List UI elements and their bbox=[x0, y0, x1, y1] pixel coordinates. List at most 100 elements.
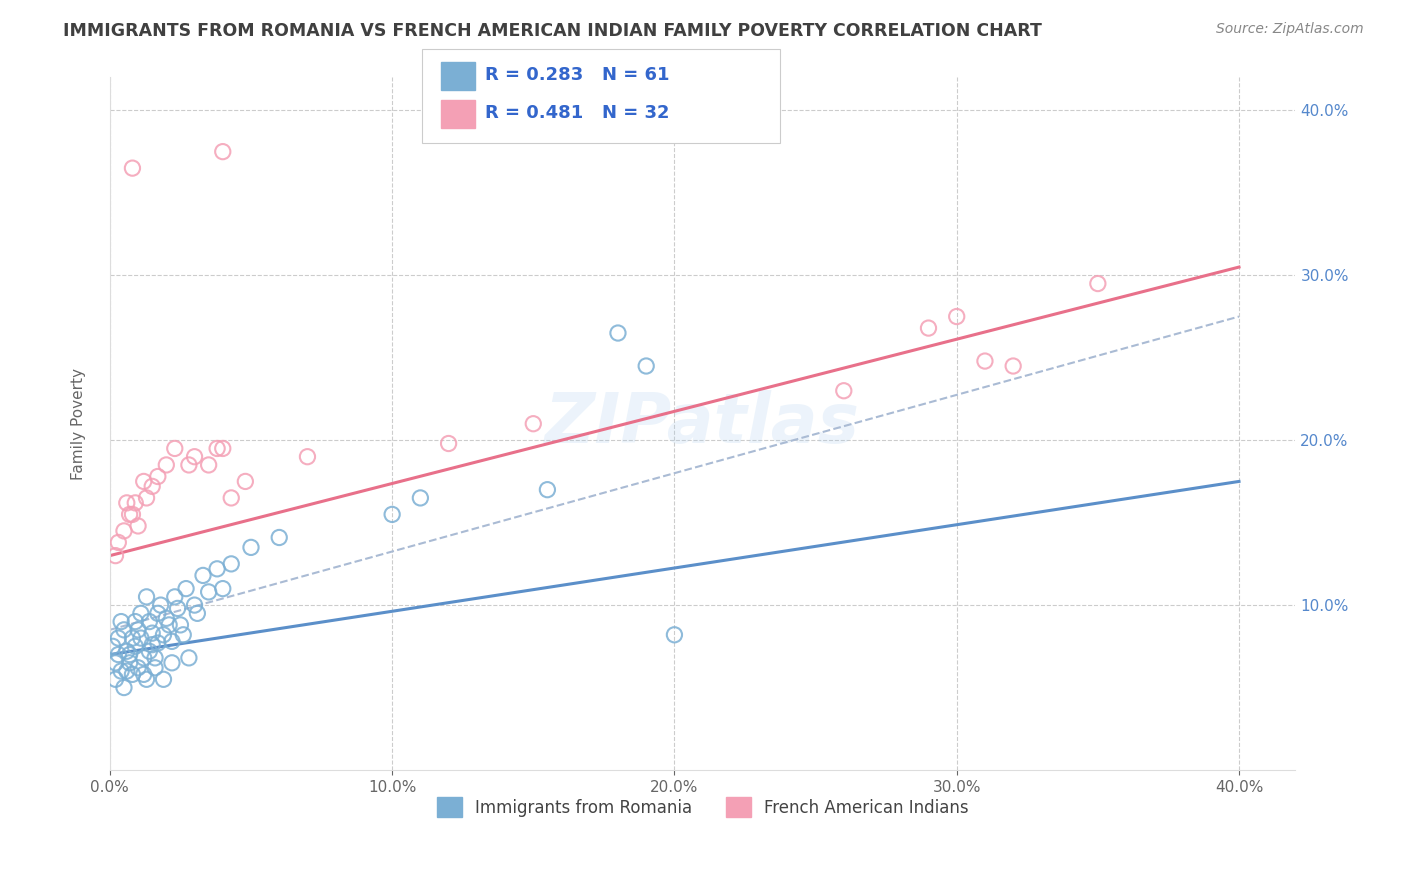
Point bbox=[152, 628, 174, 642]
Point bbox=[127, 519, 149, 533]
Point bbox=[409, 491, 432, 505]
Point bbox=[219, 557, 242, 571]
Point bbox=[110, 664, 132, 678]
Point bbox=[138, 615, 160, 629]
Point bbox=[141, 638, 163, 652]
Point bbox=[127, 661, 149, 675]
Legend: Immigrants from Romania, French American Indians: Immigrants from Romania, French American… bbox=[430, 790, 976, 824]
Point bbox=[169, 618, 191, 632]
Point bbox=[163, 590, 186, 604]
Point bbox=[124, 615, 146, 629]
Point bbox=[121, 631, 143, 645]
Point bbox=[146, 469, 169, 483]
Point bbox=[104, 549, 127, 563]
Point bbox=[149, 598, 172, 612]
Point bbox=[183, 598, 205, 612]
Point bbox=[101, 640, 124, 654]
Point bbox=[945, 310, 967, 324]
Point bbox=[107, 631, 129, 645]
Point bbox=[115, 664, 138, 678]
Point bbox=[129, 631, 152, 645]
Point bbox=[205, 562, 228, 576]
Point bbox=[129, 607, 152, 621]
Point bbox=[664, 628, 686, 642]
Point bbox=[157, 618, 180, 632]
Point bbox=[124, 496, 146, 510]
Point bbox=[110, 615, 132, 629]
Point bbox=[832, 384, 855, 398]
Point bbox=[146, 636, 169, 650]
Point bbox=[112, 524, 135, 538]
Point bbox=[636, 359, 658, 373]
Point bbox=[155, 611, 177, 625]
Point bbox=[1002, 359, 1025, 373]
Point bbox=[183, 450, 205, 464]
Text: R = 0.283   N = 61: R = 0.283 N = 61 bbox=[485, 66, 669, 84]
Point bbox=[197, 585, 219, 599]
Point bbox=[138, 644, 160, 658]
Point bbox=[974, 354, 997, 368]
Point bbox=[118, 508, 141, 522]
Point bbox=[1087, 277, 1109, 291]
Point bbox=[917, 321, 939, 335]
Point bbox=[135, 590, 157, 604]
Point bbox=[172, 628, 194, 642]
Point bbox=[437, 436, 460, 450]
Point bbox=[112, 681, 135, 695]
Point bbox=[205, 442, 228, 456]
Point bbox=[118, 656, 141, 670]
Point bbox=[160, 656, 183, 670]
Point bbox=[141, 626, 163, 640]
Point bbox=[166, 601, 188, 615]
Point bbox=[121, 667, 143, 681]
Point bbox=[186, 607, 208, 621]
Point bbox=[235, 475, 257, 489]
Point bbox=[115, 496, 138, 510]
Point bbox=[163, 442, 186, 456]
Point bbox=[219, 491, 242, 505]
Point bbox=[160, 634, 183, 648]
Point bbox=[135, 673, 157, 687]
Point bbox=[132, 475, 155, 489]
Point bbox=[132, 667, 155, 681]
Point bbox=[155, 458, 177, 472]
Point bbox=[132, 651, 155, 665]
Point bbox=[522, 417, 544, 431]
Point bbox=[607, 326, 630, 340]
Point bbox=[269, 531, 291, 545]
Point bbox=[118, 648, 141, 662]
Point bbox=[146, 607, 169, 621]
Point bbox=[297, 450, 319, 464]
Point bbox=[240, 541, 263, 555]
Point bbox=[112, 623, 135, 637]
Point bbox=[124, 640, 146, 654]
Y-axis label: Family Poverty: Family Poverty bbox=[72, 368, 86, 480]
Point bbox=[152, 673, 174, 687]
Text: ZIPatlas: ZIPatlas bbox=[546, 390, 860, 458]
Point bbox=[143, 651, 166, 665]
Text: R = 0.481   N = 32: R = 0.481 N = 32 bbox=[485, 104, 669, 122]
Point bbox=[104, 656, 127, 670]
Point bbox=[211, 582, 233, 596]
Point bbox=[127, 623, 149, 637]
Point bbox=[121, 161, 143, 175]
Point bbox=[107, 535, 129, 549]
Point bbox=[115, 644, 138, 658]
Point bbox=[135, 491, 157, 505]
Point bbox=[107, 648, 129, 662]
Point bbox=[141, 479, 163, 493]
Point bbox=[121, 508, 143, 522]
Point bbox=[211, 442, 233, 456]
Point bbox=[177, 458, 200, 472]
Point bbox=[211, 145, 233, 159]
Point bbox=[174, 582, 197, 596]
Text: IMMIGRANTS FROM ROMANIA VS FRENCH AMERICAN INDIAN FAMILY POVERTY CORRELATION CHA: IMMIGRANTS FROM ROMANIA VS FRENCH AMERIC… bbox=[63, 22, 1042, 40]
Point bbox=[381, 508, 404, 522]
Point bbox=[536, 483, 558, 497]
Point bbox=[197, 458, 219, 472]
Point bbox=[104, 673, 127, 687]
Text: Source: ZipAtlas.com: Source: ZipAtlas.com bbox=[1216, 22, 1364, 37]
Point bbox=[191, 568, 214, 582]
Point bbox=[177, 651, 200, 665]
Point bbox=[143, 661, 166, 675]
